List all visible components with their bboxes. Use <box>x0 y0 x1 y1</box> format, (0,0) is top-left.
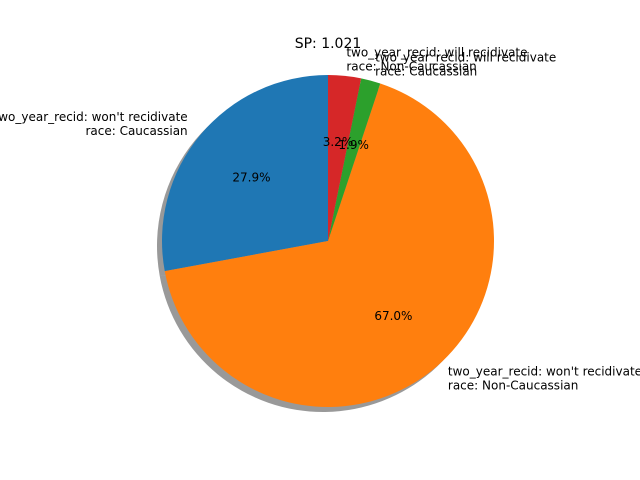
pie-percent-label: 3.2% <box>323 135 354 149</box>
pie-category-label: two_year_recid: won't recidivate race: No… <box>448 365 640 393</box>
pie-slice-3 <box>328 78 381 242</box>
pie-slices <box>161 75 494 407</box>
pie-slice-4 <box>328 75 362 241</box>
pie-category-label-line: race: Caucassian <box>85 124 187 138</box>
pie-category-label-line: two_year_recid: will recidivate <box>346 45 527 59</box>
pie-category-label-line: race: Caucassian <box>375 65 477 79</box>
pie-category-label-line: race: Non-Caucassian <box>346 59 476 73</box>
chart-title: SP: 1.021 <box>295 36 362 52</box>
pie-category-label: two_year_recid: will recidivate race: Cau… <box>375 51 556 79</box>
pie-category-label-line: two_year_recid: won't recidivate <box>448 365 640 379</box>
pie-category-label-line: two_year_recid: will recidivate <box>375 51 556 65</box>
pie-percent-label: 1.9% <box>338 138 369 152</box>
pie-slice-2 <box>164 83 494 407</box>
pie-labels: 27.9%two_year_recid: won't recidivate rac… <box>0 45 640 392</box>
pie-category-label-line: two_year_recid: won't recidivate <box>0 110 188 124</box>
pie-category-label: two_year_recid: won't recidivate race: Ca… <box>0 110 188 138</box>
pie-percent-label: 27.9% <box>232 170 270 184</box>
pie-category-label-line: race: Non-Caucassian <box>448 379 578 393</box>
pie-slice-1 <box>161 75 328 272</box>
pie-percent-label: 67.0% <box>374 309 412 323</box>
pie-category-label: two_year_recid: will recidivate race: Non… <box>346 45 527 73</box>
